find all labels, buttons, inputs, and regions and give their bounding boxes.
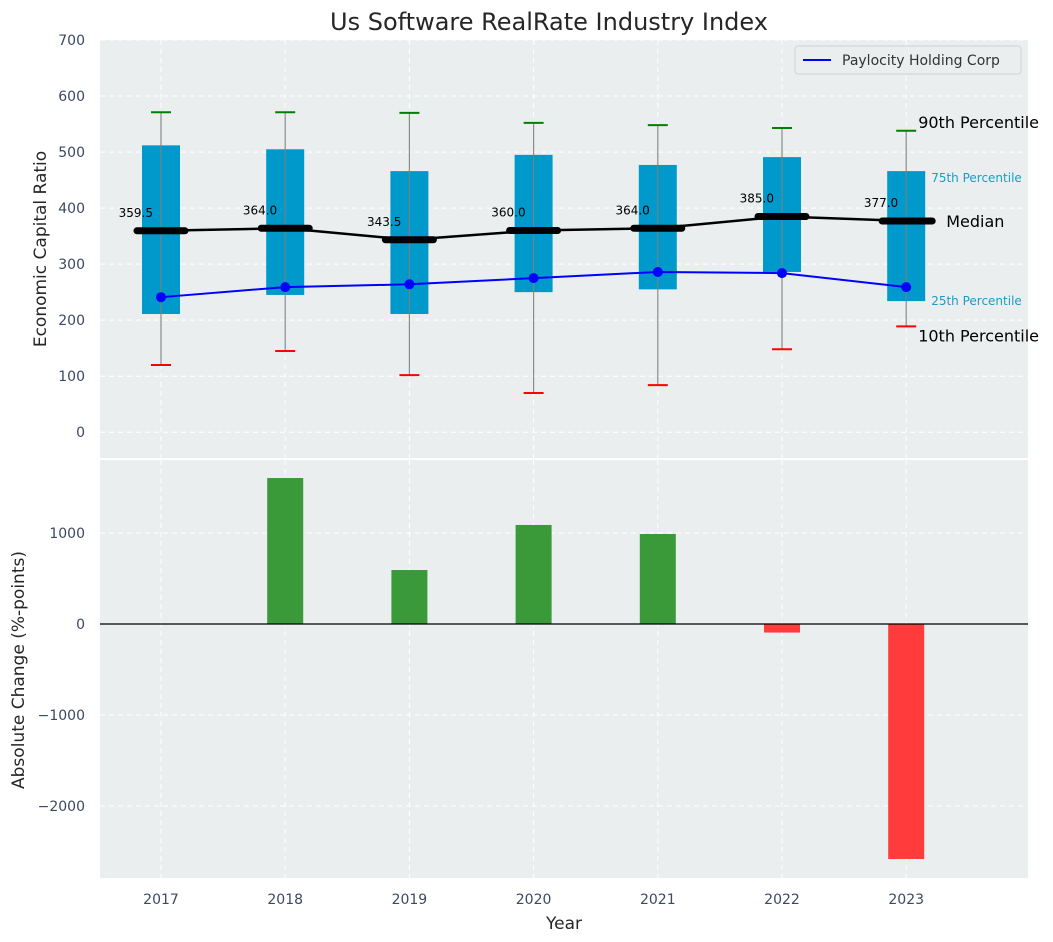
company-point bbox=[280, 282, 291, 293]
bottom-y-axis-label: Absolute Change (%-points) bbox=[9, 551, 29, 789]
top-y-tick-label: 100 bbox=[58, 369, 85, 385]
x-tick-label: 2018 bbox=[267, 892, 303, 908]
change-bar bbox=[391, 570, 428, 624]
annotation-p75: 75th Percentile bbox=[931, 171, 1022, 185]
legend-entry-company: Paylocity Holding Corp bbox=[842, 53, 1000, 69]
top-y-tick-label: 0 bbox=[76, 425, 85, 441]
annotation-p90: 90th Percentile bbox=[918, 113, 1039, 132]
median-value-label: 360.0 bbox=[491, 206, 525, 220]
top-marks: 359.5 364.0 343.5 360.0 364.0 385.0 377.0 90th … bbox=[119, 111, 1039, 395]
company-point bbox=[652, 266, 663, 277]
bottom-y-tick-label: −2000 bbox=[38, 799, 85, 815]
top-panel: 0 100 200 300 400 500 600 700 359.5 364.0 343.5 36… bbox=[31, 33, 1039, 458]
x-tick-label: 2017 bbox=[143, 892, 179, 908]
median-value-label: 343.5 bbox=[367, 215, 401, 229]
change-bar bbox=[888, 623, 925, 859]
company-point bbox=[528, 273, 539, 284]
company-point bbox=[901, 282, 912, 293]
x-tick-label: 2019 bbox=[392, 892, 428, 908]
bottom-panel: −2000 −1000 0 1000 2017 2018 2019 2020 2021 2022… bbox=[9, 460, 1028, 934]
top-y-tick-label: 600 bbox=[58, 89, 85, 105]
median-value-label: 364.0 bbox=[615, 203, 649, 217]
bottom-y-tick-label: 1000 bbox=[49, 526, 85, 542]
x-ticks: 2017 2018 2019 2020 2021 2022 2023 bbox=[143, 892, 924, 908]
annotation-median: Median bbox=[946, 212, 1004, 231]
top-y-tick-label: 200 bbox=[58, 313, 85, 329]
company-point bbox=[156, 292, 166, 303]
median-value-label: 359.5 bbox=[119, 206, 153, 220]
bottom-bars bbox=[100, 478, 1028, 859]
top-y-ticks: 0 100 200 300 400 500 600 700 bbox=[58, 33, 85, 441]
top-y-tick-label: 500 bbox=[58, 145, 85, 161]
change-bar bbox=[267, 478, 304, 624]
x-axis-label: Year bbox=[545, 914, 582, 934]
top-y-tick-label: 700 bbox=[58, 33, 85, 49]
x-tick-label: 2021 bbox=[640, 892, 676, 908]
top-plot-background bbox=[100, 40, 1028, 458]
company-point bbox=[404, 279, 415, 290]
x-tick-label: 2022 bbox=[764, 892, 800, 908]
top-y-tick-label: 400 bbox=[58, 201, 85, 217]
top-y-tick-label: 300 bbox=[58, 257, 85, 273]
median-value-label: 377.0 bbox=[864, 196, 898, 210]
bottom-y-ticks: −2000 −1000 0 1000 bbox=[38, 526, 85, 815]
change-bar bbox=[764, 623, 800, 633]
bottom-y-tick-label: 0 bbox=[76, 617, 85, 633]
median-value-label: 385.0 bbox=[740, 192, 774, 206]
bottom-plot-background bbox=[100, 460, 1028, 878]
x-tick-label: 2023 bbox=[888, 892, 924, 908]
annotation-p25: 25th Percentile bbox=[931, 294, 1022, 308]
annotation-p10: 10th Percentile bbox=[918, 326, 1039, 345]
top-y-axis-label: Economic Capital Ratio bbox=[31, 151, 51, 347]
chart-title: Us Software RealRate Industry Index bbox=[330, 8, 768, 36]
x-tick-label: 2020 bbox=[516, 892, 552, 908]
bottom-y-tick-label: −1000 bbox=[38, 708, 85, 724]
change-bar bbox=[639, 533, 676, 624]
legend-box bbox=[794, 45, 1022, 75]
company-point bbox=[777, 268, 787, 279]
change-bar bbox=[515, 524, 552, 624]
median-value-label: 364.0 bbox=[243, 203, 277, 217]
legend: Paylocity Holding Corp bbox=[794, 45, 1022, 75]
